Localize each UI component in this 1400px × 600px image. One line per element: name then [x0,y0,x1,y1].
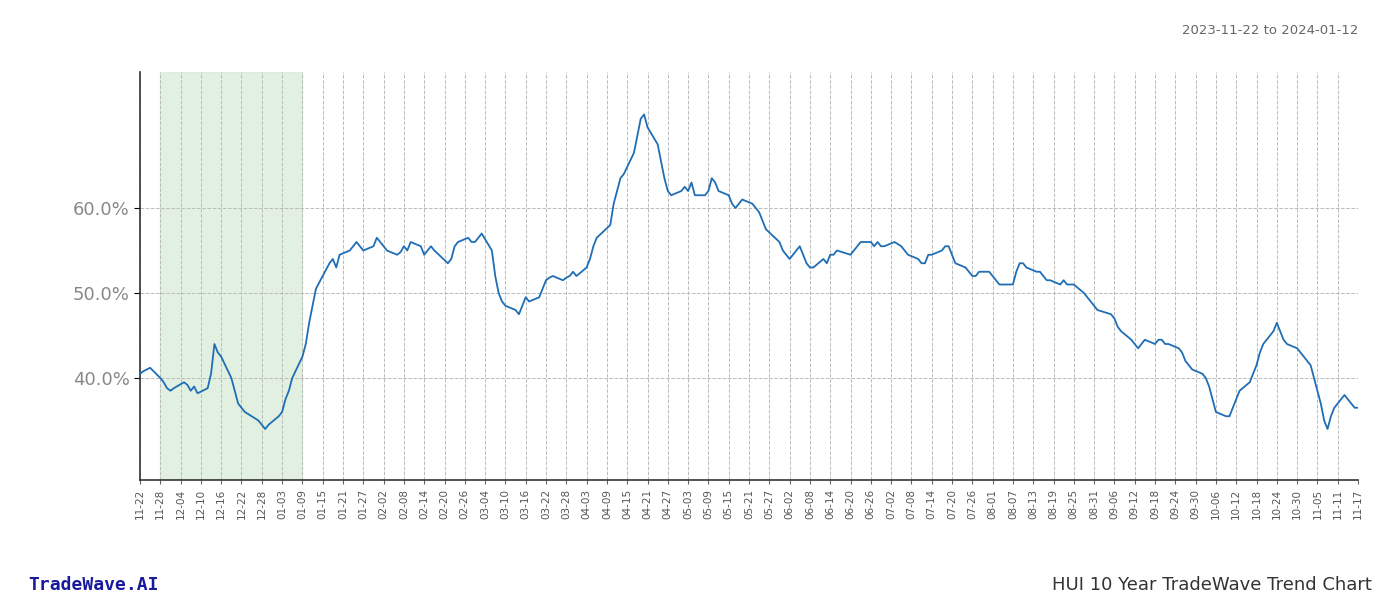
Text: HUI 10 Year TradeWave Trend Chart: HUI 10 Year TradeWave Trend Chart [1053,576,1372,594]
Bar [160,72,302,480]
Text: TradeWave.AI: TradeWave.AI [28,576,158,594]
Text: 2023-11-22 to 2024-01-12: 2023-11-22 to 2024-01-12 [1182,24,1358,37]
